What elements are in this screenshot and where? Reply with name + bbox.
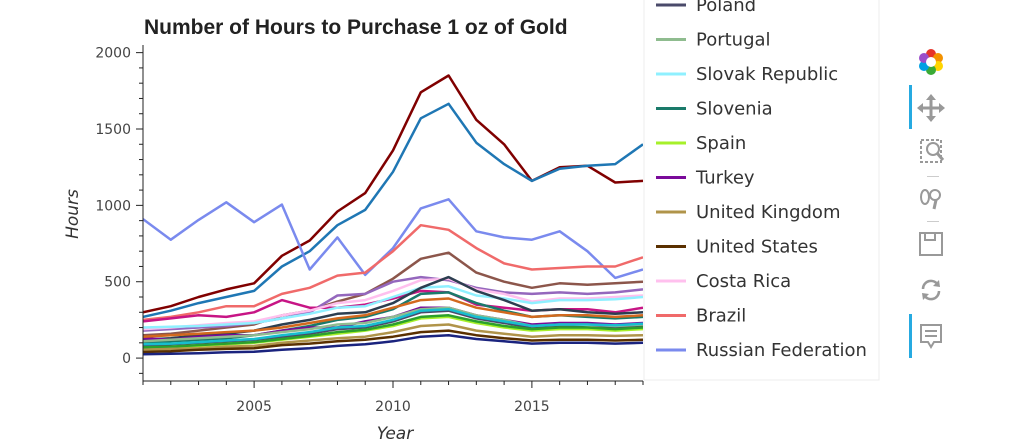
pan-active-indicator xyxy=(909,85,912,129)
series-line-united-states xyxy=(143,329,643,354)
x-tick-label: 2015 xyxy=(514,399,550,415)
y-axis-title: Hours xyxy=(63,189,83,239)
toolbar-separator xyxy=(927,176,939,177)
legend-item[interactable]: Poland xyxy=(656,0,756,16)
pan-icon[interactable] xyxy=(910,90,952,128)
legend-item[interactable]: Slovenia xyxy=(656,99,773,120)
y-tick-label: 0 xyxy=(122,351,131,367)
series-line-united-kingdom xyxy=(143,323,643,351)
legend-item[interactable]: Spain xyxy=(656,133,746,154)
wheel-zoom-icon[interactable] xyxy=(910,180,952,218)
legend-label: United States xyxy=(696,237,818,258)
series-line-19 xyxy=(143,333,643,356)
legend-item[interactable]: Costa Rica xyxy=(656,271,791,292)
series-line-brazil xyxy=(143,223,643,322)
hover-icon[interactable] xyxy=(910,318,952,356)
series-line-6 xyxy=(143,275,643,332)
bokeh-logo-icon[interactable] xyxy=(910,44,952,82)
toolbar-separator xyxy=(927,221,939,222)
series-line-1 xyxy=(143,74,643,314)
legend-item[interactable]: Slovak Republic xyxy=(656,64,838,85)
legend-label: Spain xyxy=(696,133,746,154)
series-line-10 xyxy=(143,275,643,342)
y-tick-label: 1500 xyxy=(95,122,131,138)
legend-label: Brazil xyxy=(696,306,746,327)
legend-label: Poland xyxy=(696,0,756,16)
box-zoom-icon[interactable] xyxy=(910,133,952,171)
series-line-2 xyxy=(143,102,643,319)
legend-label: Slovenia xyxy=(696,99,773,120)
legend-label: Russian Federation xyxy=(696,340,867,361)
y-tick-label: 1000 xyxy=(95,198,131,214)
legend-box xyxy=(643,0,880,381)
series-line-5 xyxy=(143,251,643,337)
axes: 0 500 1000 1500 2000 2005 2010 2015 xyxy=(95,45,644,415)
series-layer xyxy=(143,74,643,356)
legend-label: Turkey xyxy=(695,168,755,189)
hover-active-indicator xyxy=(909,314,912,358)
legend-item[interactable]: Brazil xyxy=(656,306,746,327)
legend-item[interactable]: Russian Federation xyxy=(656,340,867,361)
reset-icon[interactable] xyxy=(910,272,952,310)
legend-item[interactable]: United States xyxy=(656,237,818,258)
legend-label: United Kingdom xyxy=(696,202,840,223)
chart-title: Number of Hours to Purchase 1 oz of Gold xyxy=(144,16,568,39)
legend-item[interactable]: Turkey xyxy=(656,168,755,189)
series-line-costa-rica xyxy=(143,277,643,331)
y-tick-label: 2000 xyxy=(95,46,131,62)
legend-item[interactable]: Portugal xyxy=(656,30,771,51)
series-line-20 xyxy=(143,297,643,338)
series-line-slovak-republic xyxy=(143,285,643,329)
legend-label: Slovak Republic xyxy=(696,64,838,85)
x-tick-label: 2010 xyxy=(375,399,411,415)
save-icon[interactable] xyxy=(910,226,952,264)
series-line-russian-federation xyxy=(143,198,643,280)
series-line-16 xyxy=(143,314,643,349)
legend-item[interactable]: United Kingdom xyxy=(656,202,840,223)
legend-label: Costa Rica xyxy=(696,271,791,292)
x-tick-label: 2005 xyxy=(236,399,272,415)
series-line-21 xyxy=(143,307,643,346)
x-axis-title: Year xyxy=(377,424,414,444)
legend-label: Portugal xyxy=(696,30,771,51)
legend: Poland Portugal Slovak Republic Slovenia Spa… xyxy=(656,0,867,361)
y-tick-label: 500 xyxy=(104,275,131,291)
